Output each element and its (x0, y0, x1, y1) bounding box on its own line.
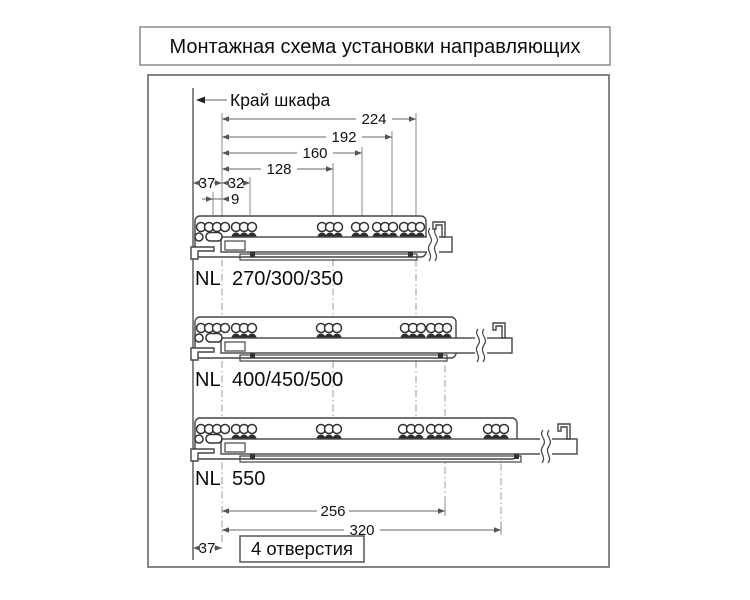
left-arrow-icon (196, 96, 205, 104)
holes-note: 4 отверстия (239, 535, 365, 563)
break-symbol (427, 227, 433, 262)
slide-label-sizes: 270/300/350 (232, 268, 343, 290)
dim-320: 320 (349, 522, 374, 539)
note-text: 4 отверстия (251, 538, 353, 559)
slide-rail-bar (220, 438, 578, 455)
slide-label-prefix: NL (195, 268, 221, 290)
dim-128: 128 (266, 161, 291, 178)
front-slot (205, 231, 223, 242)
dim-37-bottom: 37 (199, 540, 216, 557)
rear-hook (557, 423, 571, 440)
front-slot (205, 332, 223, 343)
latch-window (224, 240, 246, 251)
cabinet-edge-label: Край шкафа (230, 90, 331, 110)
front-hook (190, 347, 215, 361)
top-dimensions: 224 192 160 128 37 32 9 (193, 111, 416, 208)
front-hook (190, 448, 215, 462)
slide-rail-bar (220, 337, 513, 354)
dim-37-top: 37 (199, 175, 216, 192)
title-box (139, 26, 611, 66)
bottom-rail (239, 455, 522, 463)
rear-hook (492, 322, 506, 339)
slide-nl-400-450-500: NL 400/450/500 (190, 316, 513, 391)
diagram-title: Монтажная схема установки направляющих (169, 36, 580, 58)
slide-label-sizes: 550 (232, 468, 265, 490)
slide-label-prefix: NL (195, 369, 221, 391)
front-hook (190, 246, 215, 260)
rear-hook (432, 221, 446, 238)
dim-256: 256 (320, 503, 345, 520)
front-pin-hole (194, 232, 204, 242)
break-symbol (540, 429, 546, 464)
dim-32: 32 (228, 175, 245, 192)
dim-9: 9 (231, 191, 239, 208)
dim-224: 224 (361, 111, 386, 128)
slide-label-sizes: 400/450/500 (232, 369, 343, 391)
slide-nl-270-300-350: NL 270/300/350 (190, 215, 453, 290)
bottom-dimensions: 256 320 37 (193, 503, 501, 557)
bottom-rail (239, 253, 418, 261)
cabinet-edge-callout: Край шкафа (196, 90, 331, 110)
note-box (239, 535, 365, 563)
slide-label-prefix: NL (195, 468, 221, 490)
dim-160: 160 (302, 145, 327, 162)
front-pin-hole (194, 434, 204, 444)
front-slot (205, 433, 223, 444)
slide-rail-bar (220, 236, 453, 253)
slide-nl-550: NL 550 (190, 417, 578, 490)
break-symbol (475, 328, 481, 363)
dim-192: 192 (331, 129, 356, 146)
front-pin-hole (194, 333, 204, 343)
latch-window (224, 341, 246, 352)
latch-window (224, 442, 246, 453)
bottom-rail (239, 354, 448, 362)
